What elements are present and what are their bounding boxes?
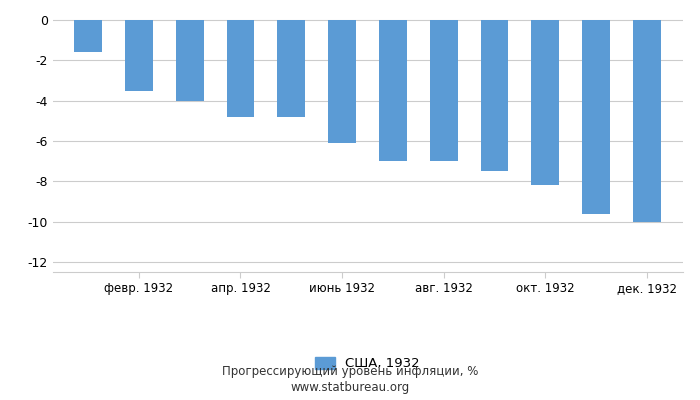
Bar	[582, 20, 610, 214]
Bar	[633, 20, 661, 222]
Text: www.statbureau.org: www.statbureau.org	[290, 381, 410, 394]
Bar	[379, 20, 407, 161]
Bar	[227, 20, 255, 117]
Bar	[176, 20, 204, 101]
Text: Прогрессирующий уровень инфляции, %: Прогрессирующий уровень инфляции, %	[222, 365, 478, 378]
Legend: США, 1932: США, 1932	[309, 352, 426, 376]
Bar	[277, 20, 305, 117]
Bar	[480, 20, 508, 171]
Bar	[328, 20, 356, 143]
Bar	[125, 20, 153, 91]
Bar	[531, 20, 559, 185]
Bar	[74, 20, 102, 52]
Bar	[430, 20, 458, 161]
